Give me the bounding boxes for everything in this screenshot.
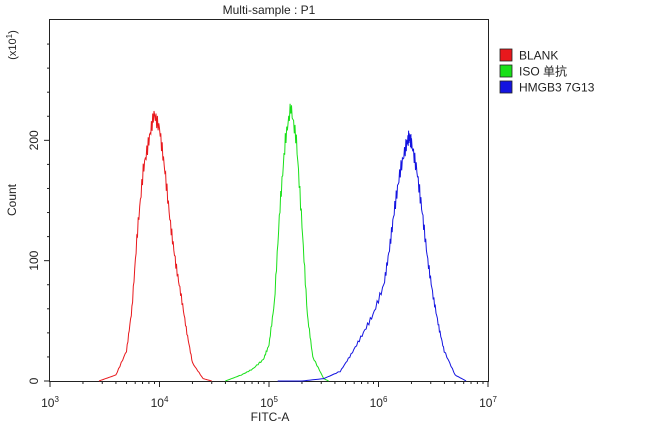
x-axis-ticks: 103 104 105 106 107 (41, 381, 497, 410)
y-axis-label: Count (5, 183, 19, 216)
plot-frame (49, 19, 489, 382)
series-line (225, 103, 329, 382)
series-layer (98, 103, 467, 382)
x-tick-label-exp: 6 (383, 395, 388, 404)
y-tick-label: 0 (27, 377, 41, 384)
x-tick-label-base: 10 (479, 396, 493, 410)
chart-title: Multi-sample : P1 (223, 3, 316, 17)
y-axis-ticks: 0 100 200 (27, 43, 50, 384)
x-tick-label-exp: 5 (273, 395, 278, 404)
x-tick-label-base: 10 (370, 396, 384, 410)
legend-swatch (499, 64, 513, 78)
x-tick-label: 106 (370, 395, 388, 410)
y-axis-multiplier: (x101) (5, 30, 19, 60)
x-tick-label-base: 10 (41, 396, 55, 410)
x-tick-label-base: 10 (260, 396, 274, 410)
series-line (277, 130, 467, 382)
legend-label: ISO 单抗 (519, 64, 567, 79)
x-tick-label: 103 (41, 395, 59, 410)
x-tick-label: 107 (479, 395, 497, 410)
x-axis-label: FITC-A (251, 410, 290, 424)
y-axis-multiplier-exp: 1 (5, 33, 14, 38)
y-tick-label: 100 (27, 250, 41, 270)
x-tick-label-exp: 7 (492, 395, 497, 404)
y-tick-label: 200 (27, 130, 41, 150)
legend-swatch (499, 80, 513, 94)
series-line (98, 110, 212, 382)
y-axis-multiplier-base: (x10 (7, 38, 19, 59)
x-tick-label-exp: 4 (164, 395, 169, 404)
x-tick-label: 104 (151, 395, 169, 410)
legend-label: HMGB3 7G13 (519, 81, 595, 95)
x-tick-label-base: 10 (151, 396, 165, 410)
legend-swatch (499, 48, 513, 62)
x-tick-label-exp: 3 (54, 395, 59, 404)
x-tick-label: 105 (260, 395, 278, 410)
legend-label: BLANK (519, 49, 558, 63)
